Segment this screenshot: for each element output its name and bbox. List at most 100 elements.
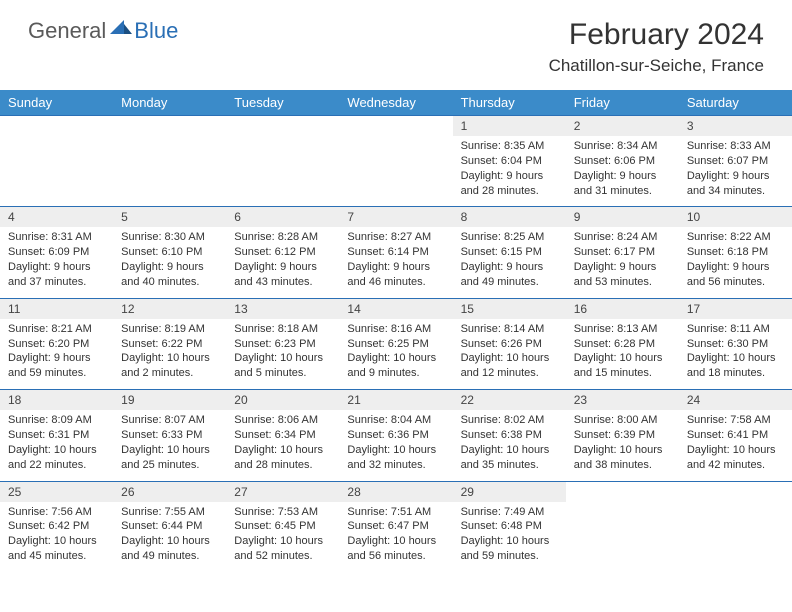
day-d2: and 45 minutes. <box>8 549 105 564</box>
day-content-cell: Sunrise: 8:30 AMSunset: 6:10 PMDaylight:… <box>113 227 226 298</box>
day-number-row: 2526272829 <box>0 481 792 502</box>
day-content-cell: Sunrise: 8:19 AMSunset: 6:22 PMDaylight:… <box>113 319 226 390</box>
day-ss: Sunset: 6:12 PM <box>234 245 331 260</box>
day-number-cell: 13 <box>226 298 339 319</box>
day-sr: Sunrise: 7:56 AM <box>8 505 105 520</box>
day-sr: Sunrise: 8:31 AM <box>8 230 105 245</box>
day-content-cell: Sunrise: 8:21 AMSunset: 6:20 PMDaylight:… <box>0 319 113 390</box>
location: Chatillon-sur-Seiche, France <box>549 56 764 76</box>
day-sr: Sunrise: 8:21 AM <box>8 322 105 337</box>
day-content-cell: Sunrise: 8:34 AMSunset: 6:06 PMDaylight:… <box>566 136 679 207</box>
day-ss: Sunset: 6:45 PM <box>234 519 331 534</box>
day-d1: Daylight: 10 hours <box>461 351 558 366</box>
day-sr: Sunrise: 8:00 AM <box>574 413 671 428</box>
day-sr: Sunrise: 8:11 AM <box>687 322 784 337</box>
day-ss: Sunset: 6:41 PM <box>687 428 784 443</box>
day-d1: Daylight: 10 hours <box>347 351 444 366</box>
day-number-cell: 15 <box>453 298 566 319</box>
day-content-cell: Sunrise: 8:31 AMSunset: 6:09 PMDaylight:… <box>0 227 113 298</box>
weekday-header: Wednesday <box>339 90 452 116</box>
day-number-cell: 10 <box>679 207 792 228</box>
day-d1: Daylight: 10 hours <box>234 443 331 458</box>
day-d2: and 12 minutes. <box>461 366 558 381</box>
day-number-cell: 14 <box>339 298 452 319</box>
weekday-header: Friday <box>566 90 679 116</box>
day-d2: and 59 minutes. <box>461 549 558 564</box>
day-number-cell <box>679 481 792 502</box>
day-ss: Sunset: 6:25 PM <box>347 337 444 352</box>
day-number-cell: 11 <box>0 298 113 319</box>
day-ss: Sunset: 6:06 PM <box>574 154 671 169</box>
day-number-cell <box>339 116 452 137</box>
day-d1: Daylight: 10 hours <box>347 534 444 549</box>
day-content-row: Sunrise: 8:09 AMSunset: 6:31 PMDaylight:… <box>0 410 792 481</box>
day-content-cell <box>339 136 452 207</box>
day-d1: Daylight: 10 hours <box>8 443 105 458</box>
day-d1: Daylight: 9 hours <box>687 260 784 275</box>
day-number-cell: 26 <box>113 481 226 502</box>
day-ss: Sunset: 6:18 PM <box>687 245 784 260</box>
day-content-row: Sunrise: 8:31 AMSunset: 6:09 PMDaylight:… <box>0 227 792 298</box>
day-sr: Sunrise: 8:30 AM <box>121 230 218 245</box>
day-sr: Sunrise: 8:22 AM <box>687 230 784 245</box>
day-number-cell <box>566 481 679 502</box>
day-number-row: 11121314151617 <box>0 298 792 319</box>
day-d1: Daylight: 10 hours <box>461 443 558 458</box>
day-d2: and 32 minutes. <box>347 458 444 473</box>
day-ss: Sunset: 6:48 PM <box>461 519 558 534</box>
day-sr: Sunrise: 8:16 AM <box>347 322 444 337</box>
day-sr: Sunrise: 8:02 AM <box>461 413 558 428</box>
weekday-header: Tuesday <box>226 90 339 116</box>
day-number-cell <box>226 116 339 137</box>
day-sr: Sunrise: 8:18 AM <box>234 322 331 337</box>
day-d2: and 59 minutes. <box>8 366 105 381</box>
day-content-cell: Sunrise: 8:22 AMSunset: 6:18 PMDaylight:… <box>679 227 792 298</box>
day-content-cell: Sunrise: 8:09 AMSunset: 6:31 PMDaylight:… <box>0 410 113 481</box>
day-d2: and 15 minutes. <box>574 366 671 381</box>
day-d2: and 52 minutes. <box>234 549 331 564</box>
day-d2: and 31 minutes. <box>574 184 671 199</box>
day-d2: and 18 minutes. <box>687 366 784 381</box>
header: General Blue February 2024 Chatillon-sur… <box>0 0 792 84</box>
day-number-cell: 7 <box>339 207 452 228</box>
day-d2: and 28 minutes. <box>234 458 331 473</box>
day-d1: Daylight: 9 hours <box>574 169 671 184</box>
day-ss: Sunset: 6:31 PM <box>8 428 105 443</box>
day-sr: Sunrise: 7:49 AM <box>461 505 558 520</box>
day-d1: Daylight: 9 hours <box>461 169 558 184</box>
day-number-cell: 5 <box>113 207 226 228</box>
day-ss: Sunset: 6:23 PM <box>234 337 331 352</box>
day-ss: Sunset: 6:09 PM <box>8 245 105 260</box>
day-ss: Sunset: 6:14 PM <box>347 245 444 260</box>
day-d2: and 49 minutes. <box>461 275 558 290</box>
day-number-cell: 4 <box>0 207 113 228</box>
day-ss: Sunset: 6:07 PM <box>687 154 784 169</box>
day-number-cell: 1 <box>453 116 566 137</box>
day-d2: and 53 minutes. <box>574 275 671 290</box>
day-d1: Daylight: 10 hours <box>234 534 331 549</box>
weekday-header: Saturday <box>679 90 792 116</box>
day-number-cell: 3 <box>679 116 792 137</box>
day-d1: Daylight: 10 hours <box>234 351 331 366</box>
day-sr: Sunrise: 8:09 AM <box>8 413 105 428</box>
day-d2: and 46 minutes. <box>347 275 444 290</box>
day-ss: Sunset: 6:10 PM <box>121 245 218 260</box>
day-ss: Sunset: 6:26 PM <box>461 337 558 352</box>
day-sr: Sunrise: 8:28 AM <box>234 230 331 245</box>
day-content-cell: Sunrise: 8:33 AMSunset: 6:07 PMDaylight:… <box>679 136 792 207</box>
day-d1: Daylight: 9 hours <box>8 260 105 275</box>
day-content-cell: Sunrise: 8:11 AMSunset: 6:30 PMDaylight:… <box>679 319 792 390</box>
day-sr: Sunrise: 8:27 AM <box>347 230 444 245</box>
day-content-cell: Sunrise: 7:53 AMSunset: 6:45 PMDaylight:… <box>226 502 339 572</box>
day-ss: Sunset: 6:33 PM <box>121 428 218 443</box>
day-d2: and 38 minutes. <box>574 458 671 473</box>
day-content-cell: Sunrise: 8:27 AMSunset: 6:14 PMDaylight:… <box>339 227 452 298</box>
day-ss: Sunset: 6:30 PM <box>687 337 784 352</box>
day-content-row: Sunrise: 8:21 AMSunset: 6:20 PMDaylight:… <box>0 319 792 390</box>
day-ss: Sunset: 6:04 PM <box>461 154 558 169</box>
day-number-cell: 12 <box>113 298 226 319</box>
day-ss: Sunset: 6:22 PM <box>121 337 218 352</box>
day-d2: and 5 minutes. <box>234 366 331 381</box>
day-content-cell: Sunrise: 8:02 AMSunset: 6:38 PMDaylight:… <box>453 410 566 481</box>
day-ss: Sunset: 6:47 PM <box>347 519 444 534</box>
